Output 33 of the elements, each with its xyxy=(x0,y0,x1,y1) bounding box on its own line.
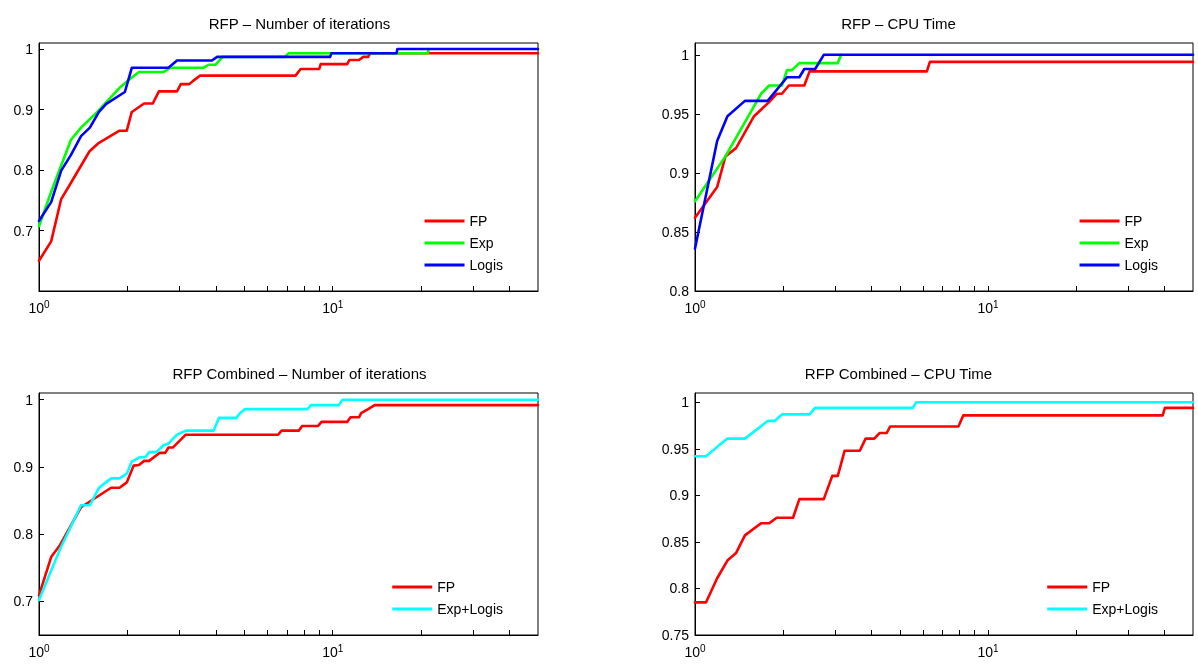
chart-title: RFP Combined – CPU Time xyxy=(804,365,993,382)
y-tick-label: 1 xyxy=(25,391,34,408)
chart-title: RFP Combined – Number of iterations xyxy=(172,365,427,382)
y-tick-label: 1 xyxy=(681,46,690,63)
legend-label: FP xyxy=(1124,213,1143,229)
y-tick-label: 0.9 xyxy=(13,101,34,118)
y-tick-label: 0.85 xyxy=(661,533,690,550)
y-tick-label: 0.8 xyxy=(669,283,690,299)
y-tick-label: 0.9 xyxy=(669,164,690,181)
y-tick-label: 0.7 xyxy=(13,222,34,239)
legend-label: Exp xyxy=(469,235,494,251)
legend-label: Exp+Logis xyxy=(1092,601,1159,617)
y-tick-label: 0.8 xyxy=(13,526,34,543)
y-tick-label: 1 xyxy=(25,41,34,58)
y-tick-label: 0.95 xyxy=(661,105,690,122)
y-tick-label: 0.7 xyxy=(13,593,34,610)
legend-label: Exp xyxy=(1124,235,1149,251)
legend-label: FP xyxy=(437,579,456,595)
y-tick-label: 0.8 xyxy=(669,580,690,597)
y-tick-label: 1 xyxy=(681,394,690,411)
y-tick-label: 0.75 xyxy=(661,627,690,643)
chart-title: RFP – CPU Time xyxy=(841,15,956,32)
chart-title: RFP – Number of iterations xyxy=(208,15,391,32)
legend-label: Logis xyxy=(1124,257,1158,273)
y-tick-label: 0.85 xyxy=(661,223,690,240)
legend-label: FP xyxy=(1092,579,1111,595)
y-tick-label: 0.95 xyxy=(661,440,690,457)
y-tick-label: 0.8 xyxy=(13,162,34,179)
legend-label: Exp+Logis xyxy=(437,601,504,617)
legend-label: Logis xyxy=(469,257,503,273)
y-tick-label: 0.9 xyxy=(13,458,34,475)
legend-label: FP xyxy=(469,213,488,229)
y-tick-label: 0.9 xyxy=(669,487,690,504)
